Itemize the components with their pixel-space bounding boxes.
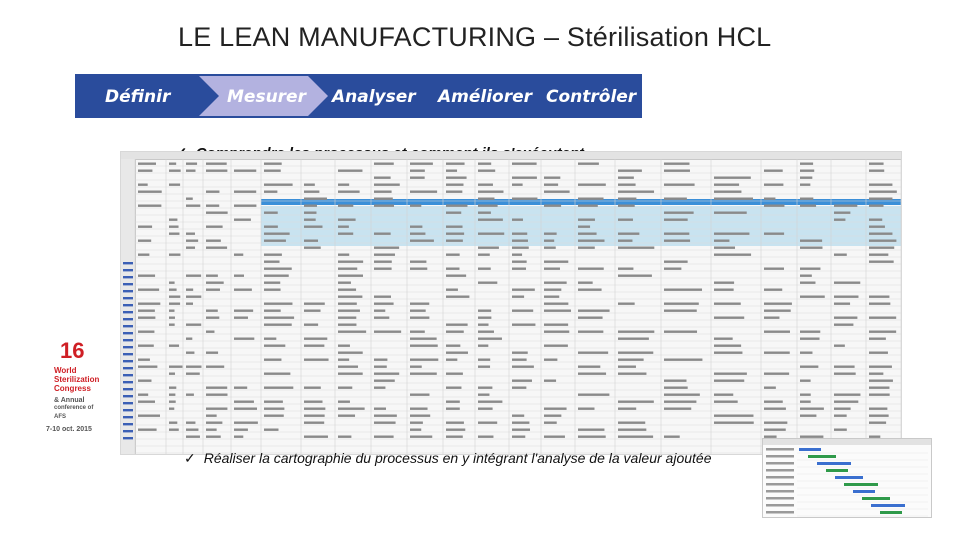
sheet-grid <box>123 159 901 454</box>
step-ameliorer <box>424 76 551 116</box>
dmaic-step-bar: Définir Mesurer Analyser Améliorer Contr… <box>75 74 642 118</box>
logo-line-1: World <box>54 366 77 375</box>
step-analyser-label: Analyser <box>330 87 417 107</box>
logo-line-4: & Annual <box>54 397 85 404</box>
sheet-row-numbers <box>121 159 136 454</box>
wsc-logo: 16 World Sterilization Congress & Annual… <box>40 338 106 438</box>
step-ameliorer-label: Améliorer <box>436 87 534 107</box>
logo-line-3: Congress <box>54 384 91 393</box>
sheet-column-header <box>121 152 901 160</box>
step-mesurer <box>199 76 328 116</box>
logo-line-5: conference of AFS <box>54 405 94 420</box>
process-map-thumbnail <box>762 438 932 518</box>
logo-dates: 7-10 oct. 2015 <box>46 426 92 433</box>
check-icon: ✓ <box>175 145 188 152</box>
logo-number: 16 <box>60 338 85 363</box>
logo-line-2: Sterilization <box>54 375 100 384</box>
slide-title: LE LEAN MANUFACTURING – Stérilisation HC… <box>178 22 772 52</box>
sheet-selected-row <box>261 199 901 205</box>
check-icon: ✓ <box>184 450 196 466</box>
step-controler <box>535 76 640 116</box>
spreadsheet-screenshot <box>120 151 902 455</box>
step-mesurer-label: Mesurer <box>227 87 308 107</box>
bullet-cartographie: ✓ Réaliser la cartographie du processus e… <box>184 450 712 466</box>
step-definir-label: Définir <box>105 87 172 107</box>
step-controler-label: Contrôler <box>546 87 638 107</box>
step-definir <box>77 76 215 116</box>
process-map-image <box>763 439 931 517</box>
step-analyser <box>312 76 440 116</box>
bullet-comprendre: ✓Comprendre les processus et comment ils… <box>175 144 584 152</box>
